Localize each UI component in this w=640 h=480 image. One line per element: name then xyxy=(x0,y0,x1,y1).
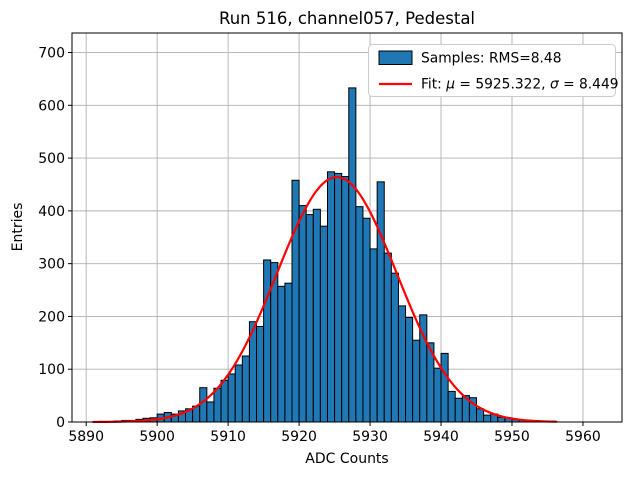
histogram-bar xyxy=(334,172,343,423)
y-tick-label: 100 xyxy=(38,362,65,378)
histogram-bar xyxy=(256,325,265,423)
histogram-bar xyxy=(305,214,314,423)
x-tick-label: 5930 xyxy=(352,429,388,445)
legend-samples-swatch xyxy=(378,50,413,65)
x-tick-label: 5940 xyxy=(423,429,459,445)
legend-fit-label: Fit: μ = 5925.322, σ = 8.449 xyxy=(421,77,619,93)
axis-ticks: 5890 5900 5910 5920 5930 5940 5950 5960 0 100 200 3… xyxy=(38,46,601,445)
histogram-bar xyxy=(220,379,229,423)
legend-samples-label: Samples: RMS=8.48 xyxy=(421,51,561,67)
histogram-bar xyxy=(447,390,456,423)
legend: Samples: RMS=8.48 Fit: μ = 5925.322, σ =… xyxy=(368,44,619,97)
y-axis-label: Entries xyxy=(10,203,26,252)
histogram-bar xyxy=(234,364,243,423)
histogram-bar xyxy=(227,373,236,423)
sigma-symbol: σ xyxy=(550,77,560,93)
histogram-bar xyxy=(390,272,399,423)
histogram-bar xyxy=(433,367,442,423)
histogram-bar xyxy=(284,282,293,423)
plot-frame xyxy=(71,32,623,423)
y-tick-label: 400 xyxy=(38,204,65,220)
histogram-bars xyxy=(99,87,556,423)
histogram-bar xyxy=(476,408,485,423)
histogram-bar xyxy=(206,401,215,423)
histogram-bar xyxy=(369,248,378,423)
gaussian-fit-curve xyxy=(92,175,558,424)
histogram-bar xyxy=(326,171,336,423)
histogram-bar xyxy=(199,387,208,423)
legend-box xyxy=(368,44,616,97)
y-tick-label: 500 xyxy=(38,151,65,167)
histogram-bar xyxy=(454,397,463,423)
y-tick-label: 200 xyxy=(38,309,65,325)
histogram-bar xyxy=(405,316,414,423)
x-tick-label: 5920 xyxy=(281,429,317,445)
histogram-bar xyxy=(355,206,364,423)
y-tick-label: 600 xyxy=(38,98,65,114)
histogram-bar xyxy=(341,176,350,423)
chart-title: Run 516, channel057, Pedestal xyxy=(219,9,475,28)
x-tick-label: 5910 xyxy=(210,429,246,445)
histogram-bar xyxy=(383,252,392,423)
histogram-bar xyxy=(241,355,250,423)
x-tick-label: 5960 xyxy=(565,429,601,445)
histogram-bar xyxy=(362,217,371,423)
x-tick-label: 5890 xyxy=(68,429,104,445)
histogram-bar xyxy=(312,208,321,423)
histogram-bar xyxy=(376,181,385,423)
histogram-bar xyxy=(412,339,421,423)
y-tick-label: 300 xyxy=(38,257,65,273)
histogram-bar xyxy=(348,87,357,423)
histogram-bar xyxy=(263,259,272,423)
y-tick-label: 700 xyxy=(38,46,65,62)
histogram-bar xyxy=(213,387,222,423)
x-tick-label: 5900 xyxy=(139,429,175,445)
x-axis-label: ADC Counts xyxy=(305,451,388,467)
histogram-bar xyxy=(298,205,307,423)
y-tick-label: 0 xyxy=(56,415,65,431)
histogram-bar xyxy=(291,179,300,423)
histogram-bar xyxy=(277,285,286,423)
x-tick-label: 5950 xyxy=(494,429,530,445)
histogram-bar xyxy=(319,225,328,423)
histogram-bar xyxy=(440,352,449,423)
histogram-bar xyxy=(397,305,407,423)
mu-symbol: μ xyxy=(445,77,455,93)
histogram-bar xyxy=(483,414,492,423)
